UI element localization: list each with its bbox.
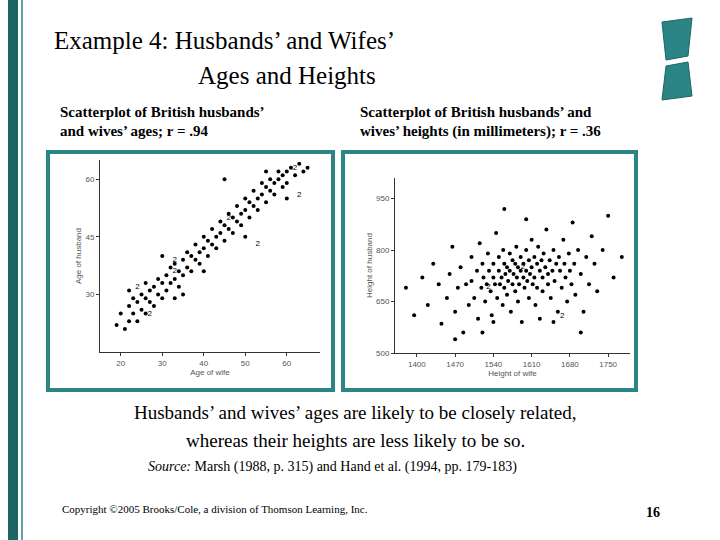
svg-text:Age of wife: Age of wife: [190, 368, 230, 377]
svg-text:2: 2: [172, 255, 177, 264]
svg-text:Copyright ©2005 Brooks/Cole, a: Copyright ©2005 Brooks/Cole, a division …: [62, 503, 368, 515]
svg-text:2: 2: [135, 282, 140, 291]
svg-text:2: 2: [486, 282, 491, 291]
svg-text:whereas their heights are less: whereas their heights are less likely to…: [186, 430, 525, 451]
svg-text:20: 20: [116, 359, 125, 368]
svg-text:2: 2: [172, 266, 177, 275]
svg-text:2: 2: [256, 239, 261, 248]
svg-text:2: 2: [293, 163, 298, 172]
svg-text:800: 800: [376, 246, 390, 255]
svg-text:Scatterplot of British husband: Scatterplot of British husbands’ and: [360, 104, 592, 120]
svg-text:Height of husband: Height of husband: [365, 233, 374, 298]
svg-text:60: 60: [282, 359, 291, 368]
svg-text:1400: 1400: [408, 360, 426, 369]
svg-text:60: 60: [85, 175, 94, 184]
svg-text:30: 30: [85, 290, 94, 299]
svg-text:1610: 1610: [523, 360, 541, 369]
svg-text:1470: 1470: [446, 360, 464, 369]
svg-text:1680: 1680: [561, 360, 579, 369]
svg-text:2: 2: [521, 262, 526, 271]
svg-text:Source: Marsh (1988, p. 315) a: Source: Marsh (1988, p. 315) and Hand et…: [148, 459, 517, 475]
svg-text:40: 40: [199, 359, 208, 368]
svg-text:Age of husband: Age of husband: [74, 228, 83, 284]
svg-text:45: 45: [85, 233, 94, 242]
svg-text:650: 650: [376, 297, 390, 306]
svg-text:Example 4: Husbands’ and Wifes: Example 4: Husbands’ and Wifes’: [54, 27, 395, 54]
svg-text:Height of wife: Height of wife: [488, 369, 537, 378]
svg-text:2: 2: [297, 190, 302, 199]
svg-text:16: 16: [646, 505, 660, 520]
svg-text:500: 500: [376, 349, 390, 358]
svg-text:30: 30: [158, 359, 167, 368]
svg-text:and wives’ ages; r = .94: and wives’ ages; r = .94: [60, 123, 208, 139]
svg-text:wives’ heights (in millimeters: wives’ heights (in millimeters); r = .36: [360, 123, 601, 140]
svg-text:Ages and Heights: Ages and Heights: [198, 62, 376, 89]
svg-text:50: 50: [241, 359, 250, 368]
svg-text:1540: 1540: [484, 360, 502, 369]
svg-text:Scatterplot of British husband: Scatterplot of British husbands’: [60, 104, 265, 120]
svg-text:Husbands’ and wives’ ages are: Husbands’ and wives’ ages are likely to …: [134, 402, 576, 423]
svg-text:950: 950: [376, 194, 390, 203]
svg-text:1750: 1750: [599, 360, 617, 369]
svg-text:2: 2: [560, 311, 565, 320]
svg-text:2: 2: [226, 213, 231, 222]
svg-text:2: 2: [148, 309, 153, 318]
